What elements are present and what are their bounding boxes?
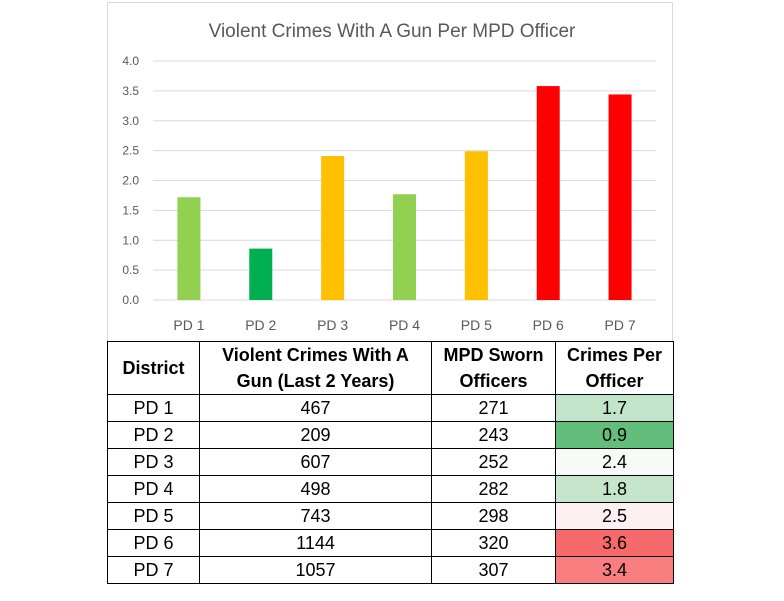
cell-district: PD 7 [107,556,200,584]
y-tick-label: 1.5 [122,203,139,217]
x-category-label: PD 4 [389,317,420,333]
y-axis-ticks: 0.0 0.5 1.0 1.5 2.0 2.5 3.0 3.5 4.0 [122,54,139,307]
y-tick-label: 1.0 [122,233,139,247]
header-district-label: District [122,358,185,378]
cell-per-officer: 1.7 [555,394,674,422]
header-officers-line2: Officers [459,371,528,391]
chart-title: Violent Crimes With A Gun Per MPD Office… [209,21,576,42]
cell-crimes: 1057 [199,556,432,584]
bar [321,156,345,300]
header-crimes-line2: Gun (Last 2 Years) [236,371,395,391]
cell-per-officer: 1.8 [555,475,674,503]
cell-per-officer: 0.9 [555,421,674,449]
y-tick-label: 4.0 [122,54,139,68]
cell-officers: 307 [431,556,556,584]
cell-officers: 252 [431,448,556,476]
header-crimes-line1: Violent Crimes With A [222,345,409,365]
header-officers: MPD Sworn Officers [431,341,556,395]
bar [464,151,488,300]
header-district: District [107,341,200,395]
table-row: PD 3 607 252 2.4 [107,448,674,476]
y-tick-label: 3.0 [122,114,139,128]
header-officers-line1: MPD Sworn [443,345,544,365]
header-per-line2: Officer [585,371,644,391]
district-table: District Violent Crimes With A Gun (Last … [107,341,674,584]
bar [177,197,201,300]
table-row: PD 5 743 298 2.5 [107,502,674,530]
cell-crimes: 498 [199,475,432,503]
chart-container: Violent Crimes With A Gun Per MPD Office… [107,2,673,342]
table-row: PD 6 1144 320 3.6 [107,529,674,557]
header-per-officer: Crimes Per Officer [555,341,674,395]
bar [608,94,632,301]
table-row: PD 7 1057 307 3.4 [107,556,674,584]
x-category-label: PD 5 [461,317,492,333]
bar [249,248,273,300]
x-category-label: PD 1 [173,317,204,333]
cell-officers: 243 [431,421,556,449]
cell-district: PD 4 [107,475,200,503]
cell-crimes: 607 [199,448,432,476]
y-tick-label: 2.0 [122,174,139,188]
table-row: PD 2 209 243 0.9 [107,421,674,449]
cell-officers: 271 [431,394,556,422]
bars [177,86,632,301]
cell-officers: 282 [431,475,556,503]
cell-officers: 320 [431,529,556,557]
bar [393,194,416,300]
cell-district: PD 2 [107,421,200,449]
table-row: PD 1 467 271 1.7 [107,394,674,422]
cell-district: PD 6 [107,529,200,557]
bar [536,86,560,300]
cell-per-officer: 2.5 [555,502,674,530]
header-crimes: Violent Crimes With A Gun (Last 2 Years) [199,341,432,395]
cell-crimes: 743 [199,502,432,530]
y-tick-label: 0.0 [122,293,139,307]
cell-officers: 298 [431,502,556,530]
cell-district: PD 3 [107,448,200,476]
gridlines [153,60,656,301]
cell-district: PD 1 [107,394,200,422]
table-row: PD 4 498 282 1.8 [107,475,674,503]
cell-per-officer: 2.4 [555,448,674,476]
table-body: PD 1 467 271 1.7 PD 2 209 243 0.9 PD 3 607 252 2.4 P… [107,394,674,584]
cell-crimes: 467 [199,394,432,422]
x-category-label: PD 6 [533,317,564,333]
x-category-label: PD 3 [317,317,348,333]
y-tick-label: 3.5 [122,84,139,98]
x-category-label: PD 2 [245,317,276,333]
y-tick-label: 2.5 [122,144,139,158]
table-header-row: District Violent Crimes With A Gun (Last … [107,341,674,395]
cell-crimes: 1144 [199,529,432,557]
cell-district: PD 5 [107,502,200,530]
y-tick-label: 0.5 [122,263,139,277]
x-category-label: PD 7 [605,317,636,333]
cell-per-officer: 3.6 [555,529,674,557]
cell-crimes: 209 [199,421,432,449]
x-axis-labels: PD 1 PD 2 PD 3 PD 4 PD 5 PD 6 PD 7 [173,317,635,333]
header-per-line1: Crimes Per [566,345,663,365]
cell-per-officer: 3.4 [555,556,674,584]
bar-chart: Violent Crimes With A Gun Per MPD Office… [122,21,656,333]
